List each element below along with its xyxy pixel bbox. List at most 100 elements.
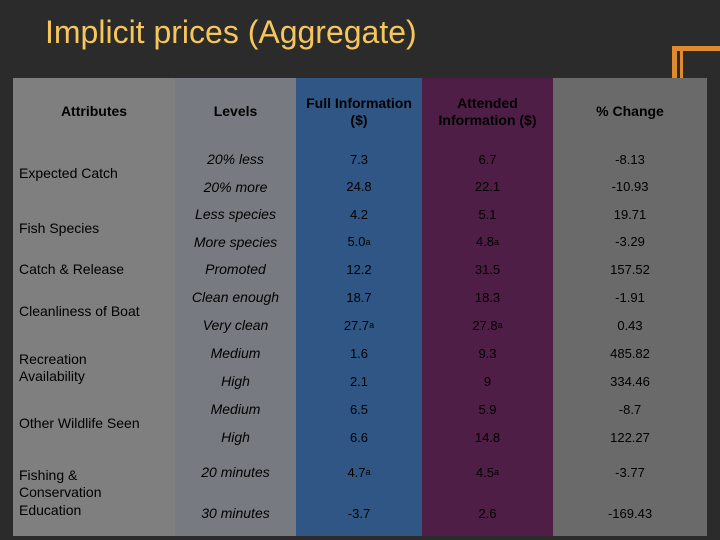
cell-value: Clean enough (191, 289, 280, 306)
cell-value: 14.8 (474, 429, 501, 445)
attended-information-cell: 4.8 a (422, 229, 553, 256)
percent-change-column (553, 78, 707, 536)
cell-value: -3.7 (347, 505, 371, 521)
cell-value: 20% more (203, 178, 268, 195)
attended-information-cell: 14.8 (422, 424, 553, 452)
cell-value: 157.52 (610, 261, 650, 277)
attribute-label: Other Wildlife Seen (19, 415, 140, 432)
full-information-cell: 5.0 a (296, 229, 422, 256)
percent-change-cell: -1.91 (553, 284, 707, 312)
cell-value: 27.8 (472, 317, 498, 333)
cell-value: 334.46 (610, 373, 650, 389)
level-cell: Less species (175, 201, 296, 229)
header-percent-change: % Change (596, 103, 664, 120)
full-information-cell: 6.5 (296, 396, 422, 424)
attended-information-cell: 27.8 a (422, 312, 553, 340)
full-information-cell: 1.6 (296, 340, 422, 368)
footnote-marker: a (494, 236, 500, 247)
header-full-information: Full Information ($) (306, 94, 412, 129)
cell-value: -8.7 (618, 401, 642, 417)
full-information-column (296, 78, 422, 536)
attended-information-column (422, 78, 553, 536)
cell-value: Very clean (202, 317, 269, 334)
cell-value: 18.7 (346, 289, 372, 305)
levels-column (175, 78, 296, 536)
cell-value: 5.0 (347, 234, 366, 250)
attended-information-cell: 9.3 (422, 340, 553, 368)
level-cell: Clean enough (175, 284, 296, 312)
level-cell: Promoted (175, 256, 296, 284)
implicit-prices-table: Attributes Levels Full Information ($) A… (13, 78, 707, 536)
level-cell: 20 minutes (175, 452, 296, 494)
cell-value: 6.7 (478, 151, 497, 167)
percent-change-cell: -3.77 (553, 452, 707, 494)
cell-value: 7.3 (349, 151, 369, 167)
cell-value: -1.91 (615, 289, 645, 305)
cell-value: 6.6 (349, 429, 369, 445)
percent-change-cell: -8.13 (553, 146, 707, 174)
attribute-label: Fishing & Conservation Education (19, 466, 102, 518)
percent-change-cell: -169.43 (553, 494, 707, 534)
cell-value: 27.7 (343, 317, 370, 333)
full-information-cell: 7.3 (296, 146, 422, 174)
percent-change-cell: 0.43 (553, 312, 707, 340)
cell-value: Medium (210, 401, 261, 418)
level-cell: High (175, 424, 296, 452)
header-attended-information: Attended Information ($) (438, 94, 537, 129)
decorative-bar (672, 46, 720, 51)
footnote-marker: a (369, 320, 375, 331)
cell-value: 2.1 (349, 373, 369, 389)
level-cell: More species (175, 229, 296, 256)
percent-change-cell: 334.46 (553, 368, 707, 396)
cell-value: 5.9 (478, 401, 497, 417)
cell-value: Less species (195, 206, 276, 223)
header-attributes: Attributes (60, 103, 128, 120)
attributes-column (13, 78, 175, 536)
percent-change-cell: 157.52 (553, 256, 707, 284)
full-information-cell: -3.7 (296, 494, 422, 534)
cell-value: 5.1 (478, 206, 497, 222)
level-cell: Medium (175, 340, 296, 368)
cell-value: 19.71 (613, 206, 647, 222)
cell-value: 9 (483, 373, 492, 389)
cell-value: 1.6 (349, 345, 369, 361)
footnote-marker: a (494, 467, 500, 478)
cell-value: 4.8 (475, 234, 495, 250)
attended-information-cell: 5.9 (422, 396, 553, 424)
cell-value: Medium (210, 345, 261, 362)
cell-value: 485.82 (610, 345, 650, 361)
cell-value: High (221, 429, 250, 446)
cell-value: High (221, 373, 250, 390)
full-information-cell: 18.7 (296, 284, 422, 312)
full-information-cell: 6.6 (296, 424, 422, 452)
attended-information-cell: 2.6 (422, 494, 553, 534)
percent-change-cell: -10.93 (553, 174, 707, 201)
attribute-label: Recreation Availability (19, 350, 87, 385)
full-information-cell: 12.2 (296, 256, 422, 284)
level-cell: 20% less (175, 146, 296, 174)
cell-value: 4.5 (475, 464, 495, 480)
attended-information-cell: 22.1 (422, 174, 553, 201)
cell-value: -3.29 (615, 234, 645, 250)
cell-value: 31.5 (474, 261, 501, 277)
attended-information-cell: 9 (422, 368, 553, 396)
cell-value: 6.5 (349, 401, 369, 417)
decorative-bar (680, 46, 683, 78)
attribute-label: Fish Species (19, 219, 100, 236)
level-cell: 30 minutes (175, 494, 296, 534)
cell-value: 22.1 (474, 179, 501, 195)
level-cell: 20% more (175, 174, 296, 201)
cell-value: 0.43 (617, 317, 643, 333)
cell-value: 4.7 (347, 464, 366, 480)
cell-value: 12.2 (346, 261, 372, 277)
cell-value: Promoted (205, 261, 266, 278)
cell-value: 30 minutes (201, 505, 270, 522)
footnote-marker: a (497, 320, 503, 331)
cell-value: 20% less (207, 151, 264, 168)
cell-value: More species (193, 233, 278, 250)
full-information-cell: 4.2 (296, 201, 422, 229)
full-information-cell: 24.8 (296, 174, 422, 201)
percent-change-cell: 122.27 (553, 424, 707, 452)
attended-information-cell: 18.3 (422, 284, 553, 312)
full-information-cell: 27.7 a (296, 312, 422, 340)
